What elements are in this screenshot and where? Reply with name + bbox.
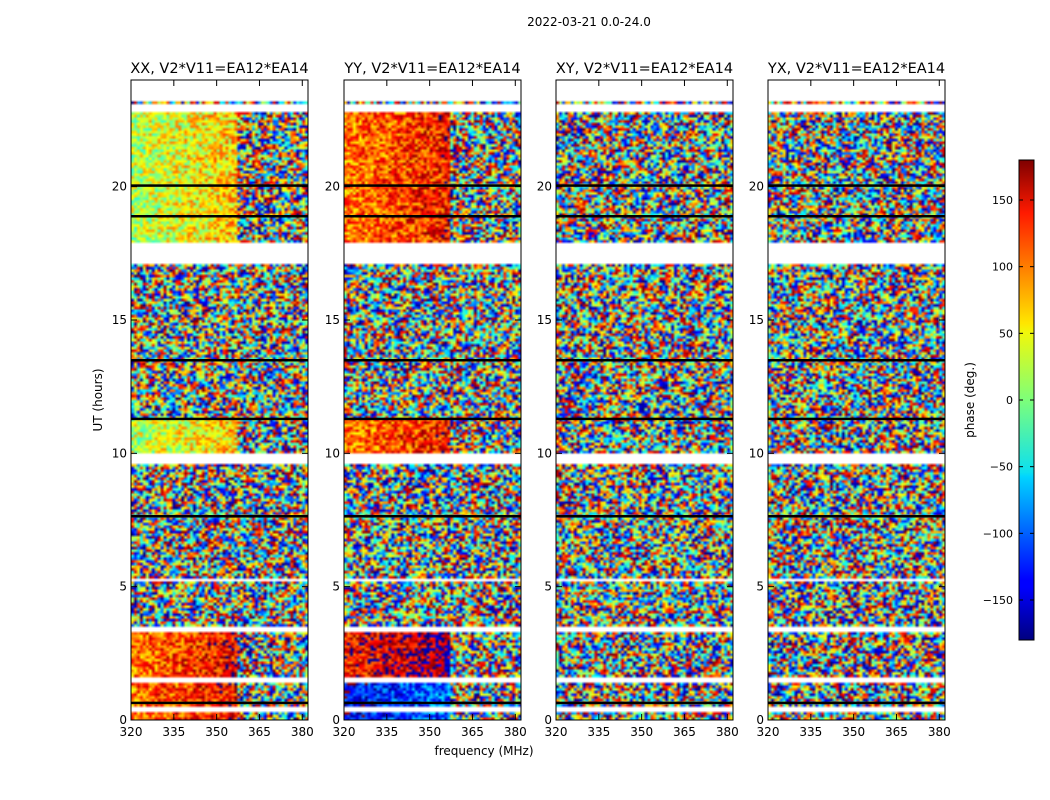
flag-line xyxy=(556,359,733,362)
flag-line xyxy=(768,359,945,362)
x-tick-label: 335 xyxy=(799,725,822,739)
flag-line xyxy=(344,215,521,218)
y-tick-label: 0 xyxy=(119,713,127,727)
panel-4: YX, V2*V11=EA12*EA14 320 335 350 365 380 0 5 10 1… xyxy=(749,61,951,739)
y-tick-label: 15 xyxy=(537,313,552,327)
flag-line xyxy=(556,417,733,421)
y-tick-label: 10 xyxy=(537,446,552,460)
y-tick-label: 15 xyxy=(325,313,340,327)
x-tick-label: 350 xyxy=(630,725,653,739)
colorbar-label: phase (deg.) xyxy=(963,362,977,438)
y-tick-label: 15 xyxy=(749,313,764,327)
panel-frame xyxy=(130,79,309,721)
panel-1: XX, V2*V11=EA12*EA14 320 335 350 365 380 0 5 10 1… xyxy=(112,61,314,739)
x-tick-label: 320 xyxy=(333,725,356,739)
x-tick-label: 365 xyxy=(248,725,271,739)
panel-frame xyxy=(555,79,734,721)
flag-line xyxy=(556,215,733,218)
flag-line xyxy=(556,184,733,187)
phase-heatmap xyxy=(344,80,521,720)
flag-line xyxy=(131,184,308,187)
y-tick-label: 5 xyxy=(544,580,552,594)
x-tick-label: 365 xyxy=(885,725,908,739)
x-tick-label: 335 xyxy=(587,725,610,739)
flag-line xyxy=(768,701,945,705)
y-tick-label: 10 xyxy=(325,446,340,460)
y-axis-label: UT (hours) xyxy=(91,368,105,431)
panel-3: XY, V2*V11=EA12*EA14 320 335 350 365 380 0 5 10 1… xyxy=(537,61,739,739)
phase-heatmap xyxy=(131,80,308,720)
y-tick-label: 20 xyxy=(537,180,552,194)
y-tick-label: 20 xyxy=(112,180,127,194)
colorbar-tick-label: 100 xyxy=(992,261,1013,274)
flag-line xyxy=(556,701,733,705)
y-tick-label: 5 xyxy=(332,580,340,594)
y-tick-label: 20 xyxy=(749,180,764,194)
y-tick-label: 15 xyxy=(112,313,127,327)
flag-line xyxy=(131,417,308,421)
y-tick-label: 10 xyxy=(749,446,764,460)
flag-line xyxy=(768,184,945,187)
colorbar: 150 100 50 0 −50 −100 −150 phase (deg.) xyxy=(963,159,1035,641)
y-tick-label: 0 xyxy=(756,713,764,727)
panel-title: XY, V2*V11=EA12*EA14 xyxy=(556,61,733,77)
colorbar-tick-label: 50 xyxy=(999,327,1013,340)
flag-line xyxy=(768,215,945,218)
phase-heatmap xyxy=(768,80,945,720)
y-tick-label: 5 xyxy=(119,580,127,594)
colorbar-tick-label: −50 xyxy=(990,461,1013,474)
x-tick-label: 350 xyxy=(418,725,441,739)
flag-line xyxy=(768,417,945,421)
y-tick-label: 5 xyxy=(756,580,764,594)
x-tick-label: 350 xyxy=(842,725,865,739)
x-tick-label: 380 xyxy=(716,725,739,739)
flag-line xyxy=(131,701,308,705)
colorbar-tick-label: −150 xyxy=(983,594,1013,607)
panel-title: YX, V2*V11=EA12*EA14 xyxy=(767,61,945,77)
flag-line xyxy=(344,701,521,705)
y-tick-label: 0 xyxy=(332,713,340,727)
x-tick-label: 320 xyxy=(120,725,143,739)
x-axis-label: frequency (MHz) xyxy=(434,744,533,758)
y-tick-label: 10 xyxy=(112,446,127,460)
flag-line xyxy=(344,417,521,421)
x-tick-label: 365 xyxy=(461,725,484,739)
flag-line xyxy=(131,215,308,218)
flag-line xyxy=(131,359,308,362)
panel-frame xyxy=(343,79,522,721)
panel-2: YY, V2*V11=EA12*EA14 320 335 350 365 380 0 5 10 1… xyxy=(325,61,527,739)
x-tick-label: 320 xyxy=(757,725,780,739)
y-tick-label: 0 xyxy=(544,713,552,727)
flag-line xyxy=(556,515,733,518)
flag-line xyxy=(344,359,521,362)
flag-line xyxy=(344,515,521,518)
panel-title: YY, V2*V11=EA12*EA14 xyxy=(343,61,520,77)
x-tick-label: 335 xyxy=(375,725,398,739)
flag-line xyxy=(768,515,945,518)
flag-line xyxy=(344,184,521,187)
colorbar-tick-label: −100 xyxy=(983,527,1013,540)
x-tick-label: 380 xyxy=(928,725,951,739)
panel-title: XX, V2*V11=EA12*EA14 xyxy=(130,61,308,77)
figure-title: 2022-03-21 0.0-24.0 xyxy=(527,15,651,29)
phase-heatmap xyxy=(556,80,733,720)
y-tick-label: 20 xyxy=(325,180,340,194)
x-tick-label: 380 xyxy=(504,725,527,739)
colorbar-tick-label: 0 xyxy=(1006,394,1013,407)
x-tick-label: 350 xyxy=(205,725,228,739)
flag-line xyxy=(131,515,308,518)
x-tick-label: 335 xyxy=(162,725,185,739)
x-tick-label: 365 xyxy=(673,725,696,739)
colorbar-tick-label: 150 xyxy=(992,194,1013,207)
panel-frame xyxy=(767,79,946,721)
x-tick-label: 380 xyxy=(291,725,314,739)
x-tick-label: 320 xyxy=(545,725,568,739)
